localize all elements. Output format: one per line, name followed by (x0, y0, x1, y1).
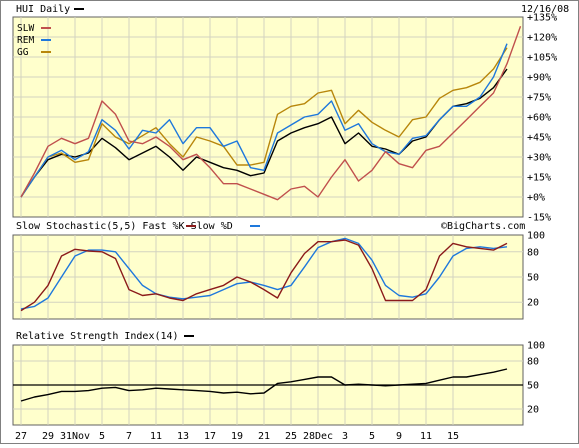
price-y-tick-label: -15% (527, 213, 551, 224)
price-gg-line (20, 47, 508, 198)
x-tick-label: 3 (342, 431, 348, 442)
rsi-rsi-line (20, 368, 508, 402)
rsi-y-tick-label: 50 (527, 381, 539, 392)
rsi-series (20, 368, 508, 402)
price-y-tick-label: +75% (527, 93, 551, 104)
x-tick-label: 7 (126, 431, 132, 442)
price-rem-line (20, 43, 508, 198)
x-tick-label: 29 (42, 431, 54, 442)
chart-date: 12/16/08 (521, 4, 569, 15)
stochastic-series (20, 237, 508, 312)
x-tick-label: 27 (15, 431, 27, 442)
price-y-tick-label: +120% (527, 33, 557, 44)
x-tick-label: 11 (420, 431, 432, 442)
x-tick-label: 19 (231, 431, 243, 442)
price-y-tick-label: +90% (527, 73, 551, 84)
price-y-tick-label: +15% (527, 173, 551, 184)
chart-title: HUI Daily (16, 4, 70, 15)
legend-label-gg: GG (17, 47, 29, 58)
price-gridlines (13, 17, 523, 217)
stochastic-panel: Slow Stochastic(5,5) Fast %K Slow %D ©Bi… (12, 221, 545, 320)
stochastic-y-tick-label: 80 (527, 247, 539, 258)
rsi-y-tick-label: 80 (527, 357, 539, 368)
rsi-panel: Relative Strength Index(14) 20 50 80 100 (12, 331, 545, 426)
price-y-tick-label: +60% (527, 113, 551, 124)
rsi-y-axis: 20 50 80 100 (527, 341, 545, 416)
x-tick-label: 31Nov (60, 431, 90, 442)
stochastic-y-tick-label: 100 (527, 231, 545, 242)
x-tick-label: 28Dec (303, 431, 333, 442)
stochastic-title: Slow Stochastic(5,5) Fast %K Slow %D (16, 221, 233, 232)
x-axis-labels: 27 29 31Nov 5 7 11 13 17 19 21 25 28Dec 3 5 9 11 15 (15, 431, 459, 442)
rsi-y-tick-label: 100 (527, 341, 545, 352)
x-tick-label: 13 (177, 431, 189, 442)
price-y-tick-label: +45% (527, 133, 551, 144)
legend-label-slw: SLW (17, 23, 34, 34)
stochastic-y-axis: 20 50 80 100 (527, 231, 545, 309)
watermark: ©BigCharts.com (441, 221, 525, 232)
rsi-y-tick-label: 20 (527, 405, 539, 416)
x-tick-label: 5 (369, 431, 375, 442)
price-y-tick-label: +105% (527, 53, 557, 64)
price-y-axis: -15% +0% +15% +30% +45% +60% +75% +90% +105% +120… (527, 13, 557, 224)
price-y-tick-label: +30% (527, 153, 551, 164)
rsi-gridlines (13, 345, 523, 425)
x-tick-label: 9 (396, 431, 402, 442)
rsi-title: Relative Strength Index(14) (16, 331, 179, 342)
x-tick-label: 21 (258, 431, 270, 442)
x-tick-label: 25 (285, 431, 297, 442)
price-y-tick-label: +0% (527, 193, 545, 204)
price-slw-line (20, 26, 522, 201)
x-tick-label: 5 (99, 431, 105, 442)
price-hui-line (20, 68, 508, 198)
x-tick-label: 11 (150, 431, 162, 442)
stochastic-y-tick-label: 50 (527, 273, 539, 284)
x-tick-label: 15 (447, 431, 459, 442)
price-panel: HUI Daily 12/16/08 -15% +0% +15% +30% +45% +6… (12, 4, 569, 224)
x-tick-label: 17 (204, 431, 216, 442)
stochastic-y-tick-label: 20 (527, 298, 539, 309)
price-series (20, 26, 522, 201)
legend-label-rem: REM (17, 35, 34, 46)
stochastic-fast-k-line (20, 239, 508, 312)
price-y-tick-label: +135% (527, 13, 557, 24)
stochastic-slow-d-line (20, 237, 508, 310)
